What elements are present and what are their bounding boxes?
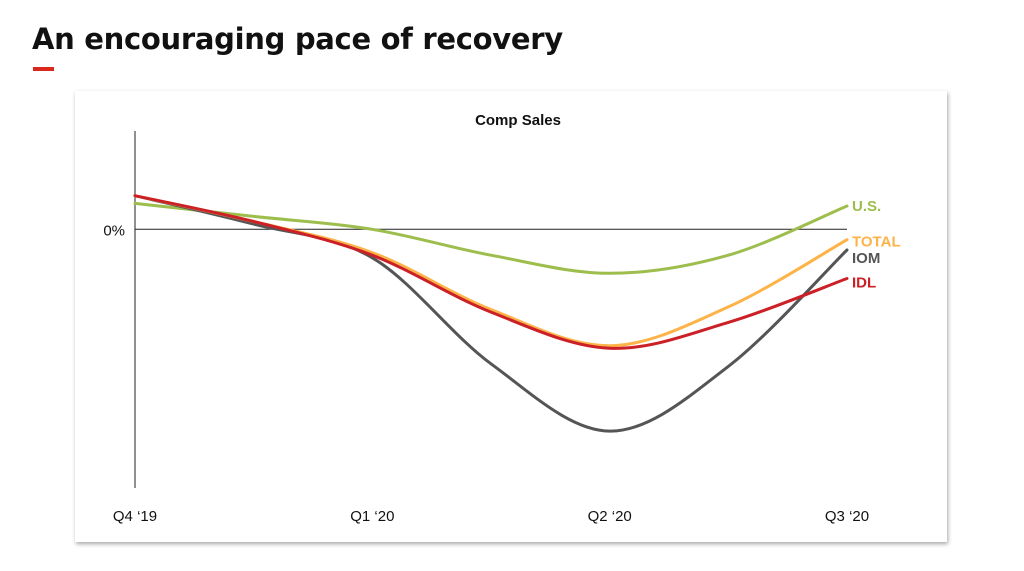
series-label-iom: IOM (852, 250, 880, 267)
x-tick-label: Q1 ‘20 (350, 508, 394, 525)
y-tick-label: 0% (103, 222, 125, 239)
x-tick-label: Q2 ‘20 (588, 508, 632, 525)
comp-sales-chart: Comp Sales Q4 ‘19 Q1 ‘20 Q2 ‘20 Q3 ‘20 0% U.… (103, 112, 901, 525)
series-label-total: TOTAL (852, 234, 901, 251)
x-tick-label: Q3 ‘20 (825, 508, 869, 525)
series-label-us: U.S. (852, 198, 881, 215)
series-line-iom (133, 194, 849, 433)
page-title: An encouraging pace of recovery (32, 22, 563, 56)
x-tick-label: Q4 ‘19 (113, 508, 157, 525)
series-line-idl (133, 194, 849, 350)
chart-card: Comp Sales Q4 ‘19 Q1 ‘20 Q2 ‘20 Q3 ‘20 0% U.… (75, 91, 947, 542)
series-label-idl: IDL (852, 274, 876, 291)
chart-title: Comp Sales (475, 112, 561, 129)
series-line-us (133, 201, 849, 275)
title-underline-accent (33, 67, 54, 71)
